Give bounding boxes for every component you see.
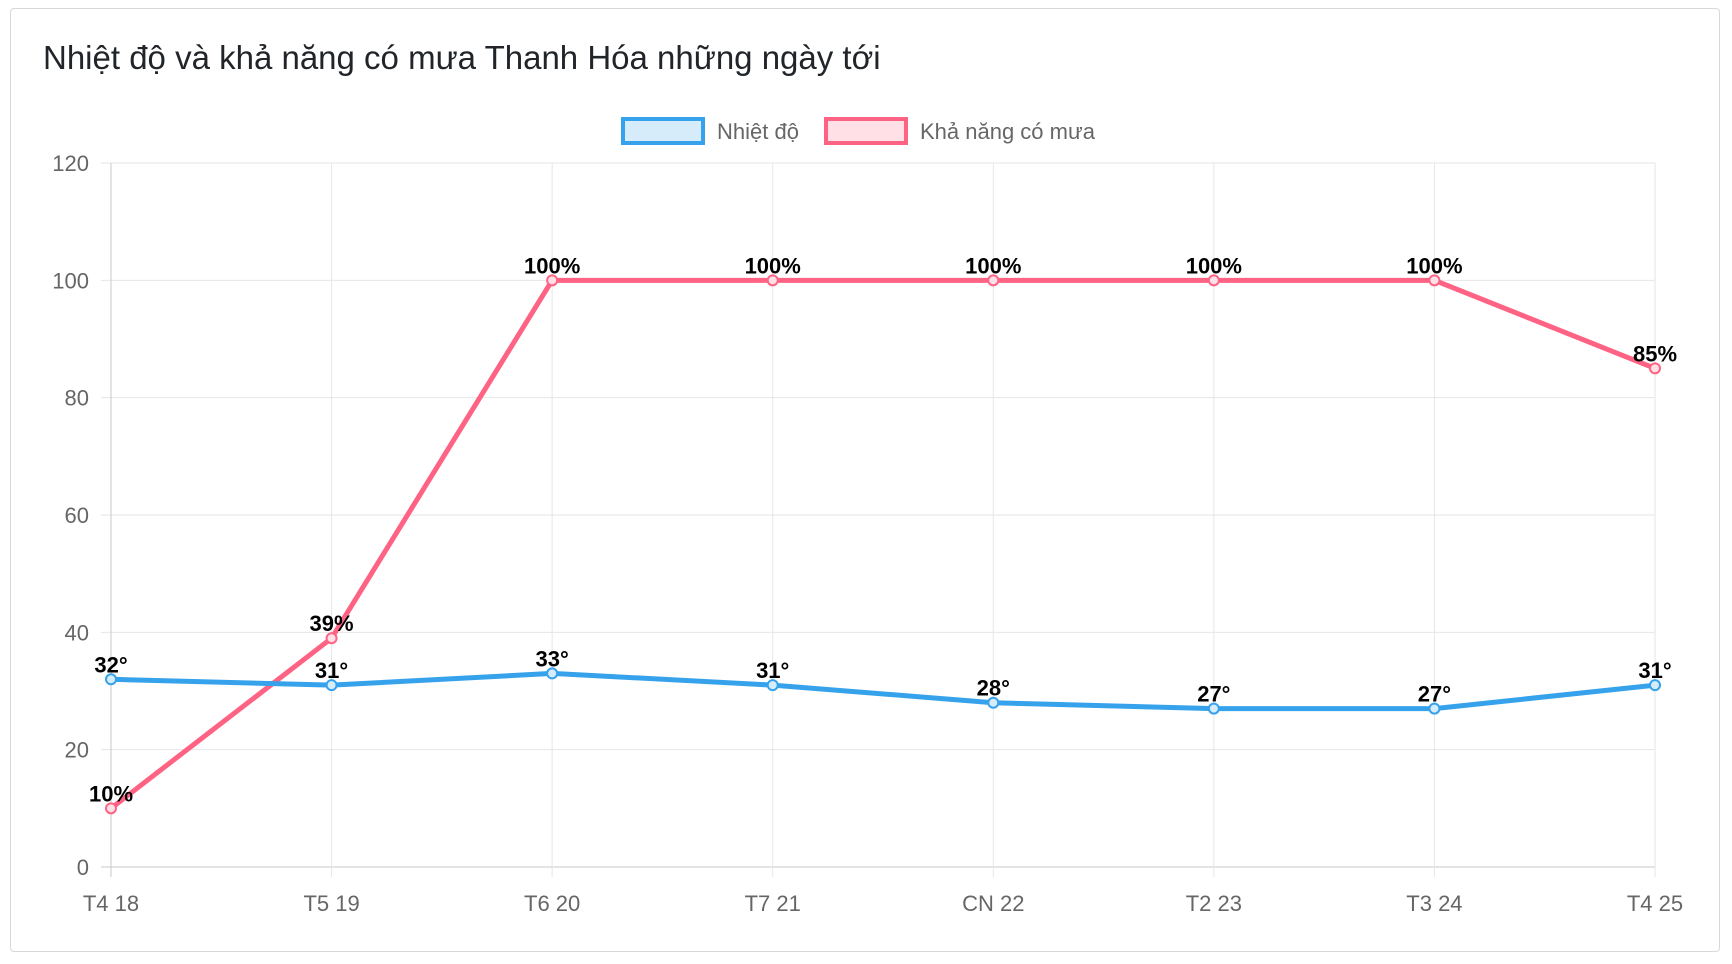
data-label: 100%: [524, 253, 580, 278]
data-point: [1428, 274, 1441, 287]
legend-label-2: Khả năng có mưa: [920, 119, 1096, 144]
x-tick-label: T2 23: [1186, 891, 1242, 916]
x-tick-label: CN 22: [962, 891, 1024, 916]
y-tick-label: 120: [52, 151, 89, 176]
x-tick-label: T6 20: [524, 891, 580, 916]
y-tick-label: 0: [77, 855, 89, 880]
chart-title: Nhiệt độ và khả năng có mưa Thanh Hóa nh…: [43, 39, 881, 76]
data-point: [987, 696, 1000, 709]
data-label: 27°: [1418, 682, 1451, 707]
x-tick-label: T4 18: [83, 891, 139, 916]
data-point: [766, 679, 779, 692]
data-label: 10%: [89, 781, 133, 806]
data-point: [987, 274, 1000, 287]
data-label: 39%: [310, 611, 354, 636]
data-point: [546, 274, 559, 287]
x-tick-label: T7 21: [745, 891, 801, 916]
data-point: [546, 667, 559, 680]
data-point: [1649, 362, 1661, 375]
data-label: 100%: [1406, 253, 1462, 278]
data-point: [1428, 702, 1441, 715]
data-point: [1649, 679, 1661, 692]
data-point: [1207, 274, 1220, 287]
y-tick-label: 60: [65, 503, 89, 528]
legend-swatch-2: [824, 117, 908, 145]
x-tick-label: T3 24: [1406, 891, 1462, 916]
chart-card: Nhiệt độ và khả năng có mưa Thanh Hóa nh…: [10, 8, 1720, 952]
data-point: [766, 274, 779, 287]
data-label: 33°: [536, 646, 569, 671]
series-line-2: [108, 277, 1658, 811]
data-label: 100%: [745, 253, 801, 278]
data-point: [1207, 702, 1220, 715]
y-tick-label: 80: [65, 386, 89, 411]
x-tick-label: T4 25: [1627, 891, 1683, 916]
data-point: [325, 679, 338, 692]
data-label: 31°: [1638, 658, 1671, 683]
data-label: 31°: [315, 658, 348, 683]
series-line-1: [108, 670, 1658, 712]
data-point: [105, 802, 117, 815]
data-point: [325, 632, 338, 645]
data-label: 28°: [977, 676, 1010, 701]
data-label: 100%: [965, 253, 1021, 278]
data-label: 27°: [1197, 682, 1230, 707]
legend-swatch-1: [621, 117, 705, 145]
data-label: 32°: [94, 652, 127, 677]
y-tick-label: 100: [52, 268, 89, 293]
y-tick-label: 40: [65, 620, 89, 645]
data-label: 31°: [756, 658, 789, 683]
y-tick-label: 20: [65, 738, 89, 763]
data-label: 100%: [1186, 253, 1242, 278]
data-label: 85%: [1633, 341, 1677, 366]
x-tick-label: T5 19: [303, 891, 359, 916]
legend-label-1: Nhiệt độ: [717, 119, 799, 144]
data-point: [105, 673, 117, 686]
